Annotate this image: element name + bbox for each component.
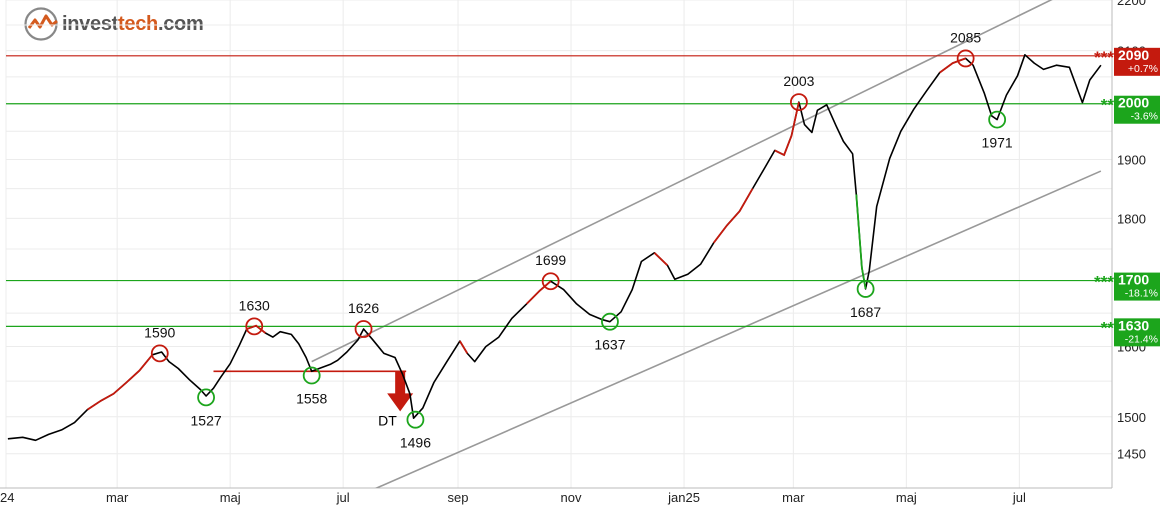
top-label: 2085 bbox=[950, 29, 981, 45]
bottom-label: 1687 bbox=[850, 304, 881, 320]
level-change: -3.6% bbox=[1131, 111, 1158, 123]
bottom-label: 1558 bbox=[296, 391, 327, 407]
bottom-marker bbox=[406, 410, 425, 429]
bottom-marker bbox=[302, 366, 321, 385]
y-tick-label: 1450 bbox=[1117, 447, 1146, 462]
bottom-marker bbox=[856, 280, 875, 298]
y-tick-label: 2200 bbox=[1117, 0, 1146, 8]
breakdown-arrow bbox=[387, 371, 414, 412]
price-segment-red bbox=[939, 57, 966, 74]
trend-channel-line bbox=[374, 170, 1102, 488]
top-marker bbox=[541, 272, 560, 291]
top-marker bbox=[245, 317, 264, 336]
price-segment-red bbox=[87, 354, 154, 411]
bottom-marker bbox=[988, 110, 1007, 129]
x-tick-label: jul bbox=[1012, 490, 1026, 505]
level-badge bbox=[1114, 318, 1160, 347]
bottom-marker bbox=[601, 312, 619, 331]
top-label: 1626 bbox=[348, 300, 379, 316]
top-label: 1630 bbox=[239, 297, 270, 313]
y-tick-label: 1800 bbox=[1117, 211, 1146, 226]
level-value: 1630 bbox=[1118, 317, 1149, 333]
x-tick-label: 24 bbox=[0, 490, 14, 505]
top-marker bbox=[150, 344, 169, 363]
top-marker bbox=[790, 93, 808, 111]
level-change: -18.1% bbox=[1125, 288, 1158, 300]
bottom-label: 1496 bbox=[400, 435, 431, 451]
level-stars: *** bbox=[1094, 48, 1114, 67]
top-label: 1699 bbox=[535, 252, 566, 268]
price-segment-red bbox=[774, 101, 800, 157]
level-value: 2090 bbox=[1118, 47, 1149, 63]
level-change: -21.4% bbox=[1125, 333, 1158, 345]
level-badge bbox=[1114, 95, 1160, 124]
level-change: +0.7% bbox=[1128, 63, 1158, 75]
top-marker bbox=[354, 320, 373, 338]
price-segment-red bbox=[653, 252, 669, 266]
y-tick-label: 1500 bbox=[1117, 410, 1146, 425]
grid bbox=[5, 0, 1112, 488]
level-stars: *** bbox=[1094, 273, 1114, 292]
price-segment-red bbox=[459, 340, 469, 354]
pattern-label: DT bbox=[378, 412, 397, 428]
price-line bbox=[7, 54, 1102, 442]
x-tick-label: sep bbox=[448, 490, 469, 505]
level-stars: ** bbox=[1101, 318, 1115, 337]
x-tick-label: jan25 bbox=[667, 490, 700, 505]
x-tick-label: maj bbox=[220, 490, 241, 505]
plot-area: 1590 1630 1626 1699 2003 2085 1527 1558 1496 1637… bbox=[6, 0, 1112, 488]
bottom-label: 1527 bbox=[191, 412, 222, 428]
top-label: 1590 bbox=[144, 324, 175, 340]
price-segment-red bbox=[246, 324, 266, 334]
x-tick-label: mar bbox=[106, 490, 129, 505]
bottom-label: 1637 bbox=[594, 337, 625, 353]
x-tick-label: mar bbox=[782, 490, 805, 505]
y-tick-label: 1900 bbox=[1117, 153, 1146, 168]
level-badge bbox=[1114, 272, 1160, 301]
bottom-label: 1971 bbox=[982, 135, 1013, 151]
level-badge bbox=[1114, 47, 1160, 76]
level-value: 1700 bbox=[1118, 272, 1149, 288]
price-segment-red bbox=[525, 280, 552, 305]
x-tick-label: maj bbox=[896, 490, 917, 505]
price-segment-red bbox=[712, 188, 754, 244]
x-tick-label: nov bbox=[561, 490, 582, 505]
trend-channel-line bbox=[311, 0, 1053, 363]
level-value: 2000 bbox=[1118, 95, 1149, 111]
x-tick-label: jul bbox=[336, 490, 350, 505]
top-marker bbox=[956, 49, 975, 68]
logo-icon bbox=[24, 7, 58, 41]
level-stars: ** bbox=[1101, 96, 1115, 115]
top-label: 2003 bbox=[783, 73, 814, 89]
bottom-marker bbox=[197, 388, 215, 407]
logo-text: investtech.com bbox=[62, 12, 204, 35]
investtech-logo: investtech.com bbox=[24, 6, 204, 42]
